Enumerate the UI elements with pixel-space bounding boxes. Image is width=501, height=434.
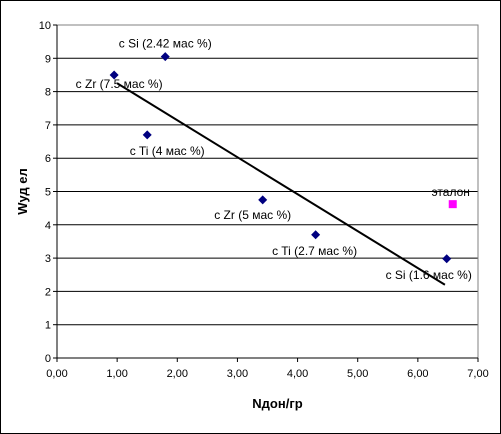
data-point-diamond [142, 130, 152, 140]
y-tick-label: 8 [45, 87, 51, 99]
y-tick-label: 2 [45, 286, 51, 298]
x-tick-label: 2,00 [167, 368, 188, 380]
y-tick-label: 6 [45, 153, 51, 165]
point-label: c Ti (4 мас %) [130, 144, 205, 158]
y-tick-label: 9 [45, 53, 51, 65]
x-tick-label: 3,00 [227, 368, 248, 380]
data-point-diamond [311, 230, 321, 240]
y-tick-label: 3 [45, 253, 51, 265]
y-tick-label: 10 [39, 20, 51, 32]
data-point-diamond [109, 70, 119, 80]
x-axis-title: Nдон/гр [252, 396, 302, 411]
point-label: эталон [432, 185, 470, 199]
data-point-diamond [160, 52, 170, 62]
point-label: c Ti (2.7 мас %) [272, 244, 357, 258]
point-label: c Si (2.42 мас %) [119, 37, 212, 51]
y-axis-title: Wуд ел [15, 168, 30, 215]
x-tick-label: 6,00 [407, 368, 428, 380]
x-tick-label: 1,00 [106, 368, 127, 380]
x-tick-label: 4,00 [287, 368, 308, 380]
point-label: c Si (1.6 мас %) [386, 268, 472, 282]
reference-point-square [448, 200, 457, 209]
trendline-group [116, 82, 446, 286]
y-tick-label: 5 [45, 187, 51, 199]
point-label: c Zr (5 мас %) [214, 208, 291, 222]
axes [53, 24, 479, 362]
x-tick-label: 7,00 [467, 368, 488, 380]
y-tick-label: 1 [45, 320, 51, 332]
x-tick-label: 5,00 [347, 368, 368, 380]
data-point-diamond [258, 195, 268, 205]
data-points [109, 52, 457, 264]
point-label: c Zr (7.5 мас %) [76, 77, 163, 91]
trendline [116, 82, 446, 286]
gridlines [57, 24, 478, 359]
tick-labels: 0,00 1,00 2,00 3,00 4,00 5,00 6,00 7,00 0 1 2 3 4 5 6 7… [39, 20, 489, 380]
data-point-diamond [442, 254, 452, 264]
x-tick-label: 0,00 [46, 368, 67, 380]
point-labels: c Si (2.42 мас %) c Zr (7.5 мас %) c Ti (4… [76, 37, 472, 282]
y-tick-label: 0 [45, 353, 51, 365]
y-tick-label: 4 [45, 220, 51, 232]
y-tick-label: 7 [45, 120, 51, 132]
